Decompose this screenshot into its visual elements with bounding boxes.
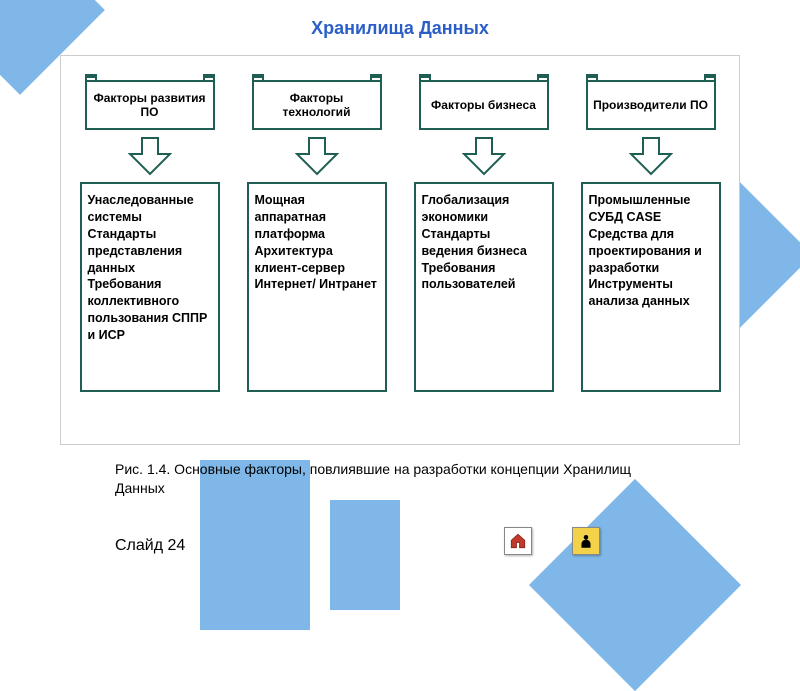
diagram-panel: Факторы развития ПО Унаследованные систе… — [60, 55, 740, 445]
factor-header: Факторы технологий — [252, 80, 382, 130]
down-arrow-icon — [295, 136, 339, 176]
person-icon — [577, 532, 595, 550]
factor-header: Производители ПО — [586, 80, 716, 130]
factor-details: Промышленные СУБД CASE Средства для прое… — [581, 182, 721, 392]
factor-column: Факторы развития ПО Унаследованные систе… — [71, 74, 228, 392]
factor-details: Глобализация экономики Стандарты ведения… — [414, 182, 554, 392]
down-arrow-icon — [462, 136, 506, 176]
nav-icons — [504, 527, 600, 555]
factor-column: Производители ПО Промышленные СУБД CASE … — [572, 74, 729, 392]
factor-header: Факторы бизнеса — [419, 80, 549, 130]
home-button[interactable] — [504, 527, 532, 555]
bg-deco — [330, 500, 400, 610]
factor-header-wrap: Производители ПО — [586, 74, 716, 130]
home-icon — [509, 532, 527, 550]
slide-number: Слайд 24 — [115, 537, 185, 555]
factor-header-wrap: Факторы технологий — [252, 74, 382, 130]
factor-header: Факторы развития ПО — [85, 80, 215, 130]
bg-deco — [529, 479, 741, 691]
down-arrow-icon — [128, 136, 172, 176]
person-button[interactable] — [572, 527, 600, 555]
down-arrow-icon — [629, 136, 673, 176]
factor-details: Мощная аппаратная платформа Архитектура … — [247, 182, 387, 392]
page-title: Хранилища Данных — [311, 18, 489, 39]
factor-header-wrap: Факторы развития ПО — [85, 74, 215, 130]
factor-column: Факторы бизнеса Глобализация экономики С… — [405, 74, 562, 392]
factor-details: Унаследованные системы Стандарты предста… — [80, 182, 220, 392]
factor-header-wrap: Факторы бизнеса — [419, 74, 549, 130]
diagram-columns: Факторы развития ПО Унаследованные систе… — [61, 56, 739, 402]
factor-column: Факторы технологий Мощная аппаратная пла… — [238, 74, 395, 392]
figure-caption: Рис. 1.4. Основные факторы, повлиявшие н… — [115, 460, 675, 498]
